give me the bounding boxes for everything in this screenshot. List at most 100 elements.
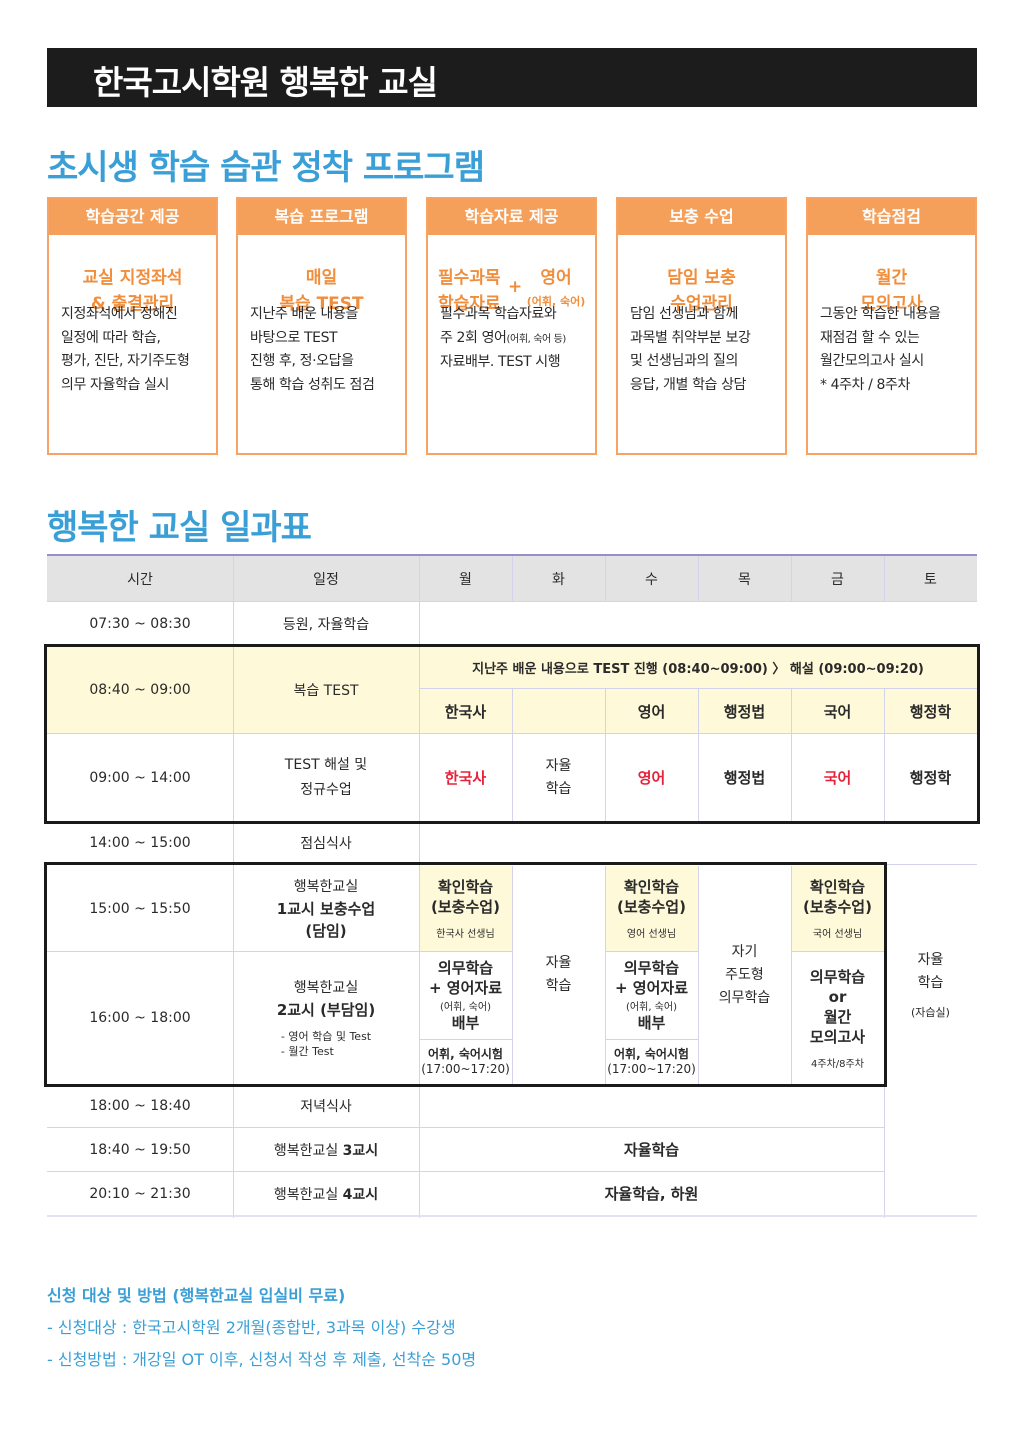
column-header: 목 <box>738 571 751 588</box>
schedule-cell: 행복한교실 2교시 (부담임) - 영어 학습 및 Test - 월간 Test <box>233 952 419 1084</box>
card-highlight-line: & 출결관리 <box>90 294 175 314</box>
schedule-cell: 행복한교실 4교시 <box>233 1172 419 1215</box>
time-cell: 14:00 ~ 15:00 <box>89 835 191 851</box>
grid-line <box>419 556 420 1218</box>
schedule-notes: - 영어 학습 및 Test - 월간 Test <box>281 1029 371 1059</box>
column-header: 수 <box>645 571 658 588</box>
self-study-span-sat: 자율 학습 (자습실) <box>884 866 977 1216</box>
teacher-label: 영어 선생님 <box>626 929 677 940</box>
apply-title: 신청 대상 및 방법 (행복한교실 입실비 무료) <box>47 1286 346 1305</box>
subject-cell: 행정학 <box>909 769 952 787</box>
page-title: 한국고시학원 행복한 교실 <box>93 63 438 102</box>
fri-confirm-bg <box>791 866 884 951</box>
column-header: 화 <box>552 571 565 588</box>
grid-line <box>791 866 792 1084</box>
schedule-cell: 행복한교실 3교시 <box>233 1128 419 1171</box>
schedule-line: 정규수업 <box>300 781 352 798</box>
apply-method: - 신청방법 : 개강일 OT 이후, 신청서 작성 후 제출, 선착순 50명 <box>47 1350 477 1369</box>
mon-confirm-bg <box>419 866 512 951</box>
cell-line: 자율 <box>545 955 572 971</box>
card-desc: 필수과목 학습자료와 주 2회 영어(어휘, 숙어 등) 자료배부. TEST … <box>440 303 589 375</box>
cell-line: 자율 <box>545 757 572 774</box>
cell-line: 확인학습 <box>437 878 494 896</box>
cell-line: 확인학습 <box>809 878 866 896</box>
self-study-cell: 자율 학습 <box>512 734 605 821</box>
cell-line: 자율 <box>917 951 944 968</box>
cell-line: 모의고사 <box>809 1027 866 1046</box>
cell-line: 배부 <box>637 1014 666 1032</box>
test-note: 지난주 배운 내용으로 TEST 진행 (08:40~09:00) 〉 해설 (… <box>472 661 924 677</box>
grid-line <box>791 951 884 952</box>
highlight-box-morning <box>44 644 980 824</box>
schedule-note: - 월간 Test <box>280 1045 334 1058</box>
apply-target: - 신청대상 : 한국고시학원 2개월(종합반, 3과목 이상) 수강생 <box>47 1318 456 1337</box>
card-review-program: 복습 프로그램 매일 복습 TEST 지난주 배운 내용을 바탕으로 TEST … <box>236 197 407 455</box>
plus-icon: + <box>508 277 523 297</box>
card-highlight: 담임 보충 수업관리 <box>618 265 785 317</box>
card-highlight: 교실 지정좌석 & 출결관리 <box>49 265 216 317</box>
cell-line: 자기 <box>731 943 758 960</box>
grid-line <box>419 951 512 952</box>
self-directed-span-thu: 자기 주도형 의무학습 <box>698 866 791 1084</box>
card-highlight-line: 복습 TEST <box>279 294 364 314</box>
cell-line: + 영어자료 <box>615 979 688 997</box>
cell-line: or <box>828 987 847 1006</box>
card-materials: 학습자료 제공 필수과목 학습자료 + 영어 (어휘, 숙어) 필수과목 학습자… <box>426 197 597 455</box>
timetable-title: 행복한 교실 일과표 <box>47 508 312 548</box>
grid-line <box>605 1039 698 1040</box>
vocab-exam-mon: 어휘, 숙어시험 (17:00~17:20) <box>419 1040 512 1084</box>
schedule-line: 행복한교실 <box>293 980 359 996</box>
subject-cell: 행정법 <box>723 702 766 721</box>
cell-line: (17:00~17:20) <box>421 1062 510 1076</box>
grid-line <box>698 866 699 1084</box>
grid-line <box>512 689 513 821</box>
highlight-box-afternoon <box>44 862 887 1087</box>
subject-cell: 영어 <box>637 702 666 721</box>
schedule-line: TEST 해설 및 <box>284 756 368 773</box>
card-highlight-line: 수업관리 <box>670 294 733 314</box>
subject-cell: 행정법 <box>723 769 766 787</box>
card-highlight: 월간 모의고사 <box>808 265 975 317</box>
column-header: 토 <box>924 571 937 588</box>
card-highlight-line: 매일 <box>305 268 338 288</box>
schedule-note: - 영어 학습 및 Test <box>280 1030 372 1043</box>
grid-line <box>884 689 885 821</box>
activity-cell: 자율학습, 하원 <box>604 1185 699 1203</box>
cell-line: (어휘, 숙어) <box>440 1002 491 1013</box>
cell-line: 의무학습 <box>809 967 866 986</box>
schedule-line: (담임) <box>305 921 347 940</box>
schedule-text: 행복한교실 <box>273 1186 343 1203</box>
cell-line: 의무학습 <box>718 989 771 1006</box>
confirm-cell-mon: 확인학습 (보충수업) 한국사 선생님 <box>419 866 512 951</box>
grid-line <box>791 556 792 601</box>
cell-line: 배부 <box>451 1014 480 1032</box>
card-study-space: 학습공간 제공 교실 지정좌석 & 출결관리 지정좌석에서 정해진 일정에 따라… <box>47 197 218 455</box>
mock-exam-fri: 의무학습 or 월간 모의고사 4주차/8주차 <box>791 952 884 1084</box>
confirm-cell-wed: 확인학습 (보충수업) 영어 선생님 <box>605 866 698 951</box>
schedule-cell: 행복한교실 1교시 보충수업 (담임) <box>233 866 419 951</box>
vocab-exam-wed: 어휘, 숙어시험 (17:00~17:20) <box>605 1040 698 1084</box>
cell-line: (보충수업) <box>803 898 872 916</box>
schedule-cell: 저녁식사 <box>300 1098 352 1115</box>
teacher-label: 한국사 선생님 <box>436 929 495 940</box>
time-cell: 09:00 ~ 14:00 <box>89 769 191 786</box>
cell-line: 4주차/8주차 <box>811 1058 864 1070</box>
grid-line <box>791 689 792 821</box>
card-head: 학습자료 제공 <box>428 199 595 235</box>
column-header: 월 <box>459 571 472 588</box>
schedule-line: 1교시 보충수업 <box>276 899 376 918</box>
grid-line <box>512 556 513 601</box>
column-header: 일정 <box>313 571 339 588</box>
cell-line: 학습 <box>545 978 572 994</box>
time-cell: 16:00 ~ 18:00 <box>89 1010 191 1026</box>
card-desc: 지난주 배운 내용을 바탕으로 TEST 진행 후, 정·오답을 통해 학습 성… <box>250 306 375 393</box>
schedule-cell: 복습 TEST <box>293 682 359 699</box>
schedule-cell: 점심식사 <box>300 836 352 852</box>
card-highlight: 필수과목 학습자료 + 영어 (어휘, 숙어) <box>428 265 595 325</box>
cell-line: 확인학습 <box>623 878 680 896</box>
card-highlight-line: 월간 <box>875 268 908 288</box>
time-cell: 18:40 ~ 19:50 <box>89 1141 191 1158</box>
schedule-text: 행복한교실 <box>273 1142 343 1159</box>
subject-cell: 영어 <box>637 769 666 787</box>
card-desc-small: (어휘, 숙어 등) <box>506 333 567 345</box>
